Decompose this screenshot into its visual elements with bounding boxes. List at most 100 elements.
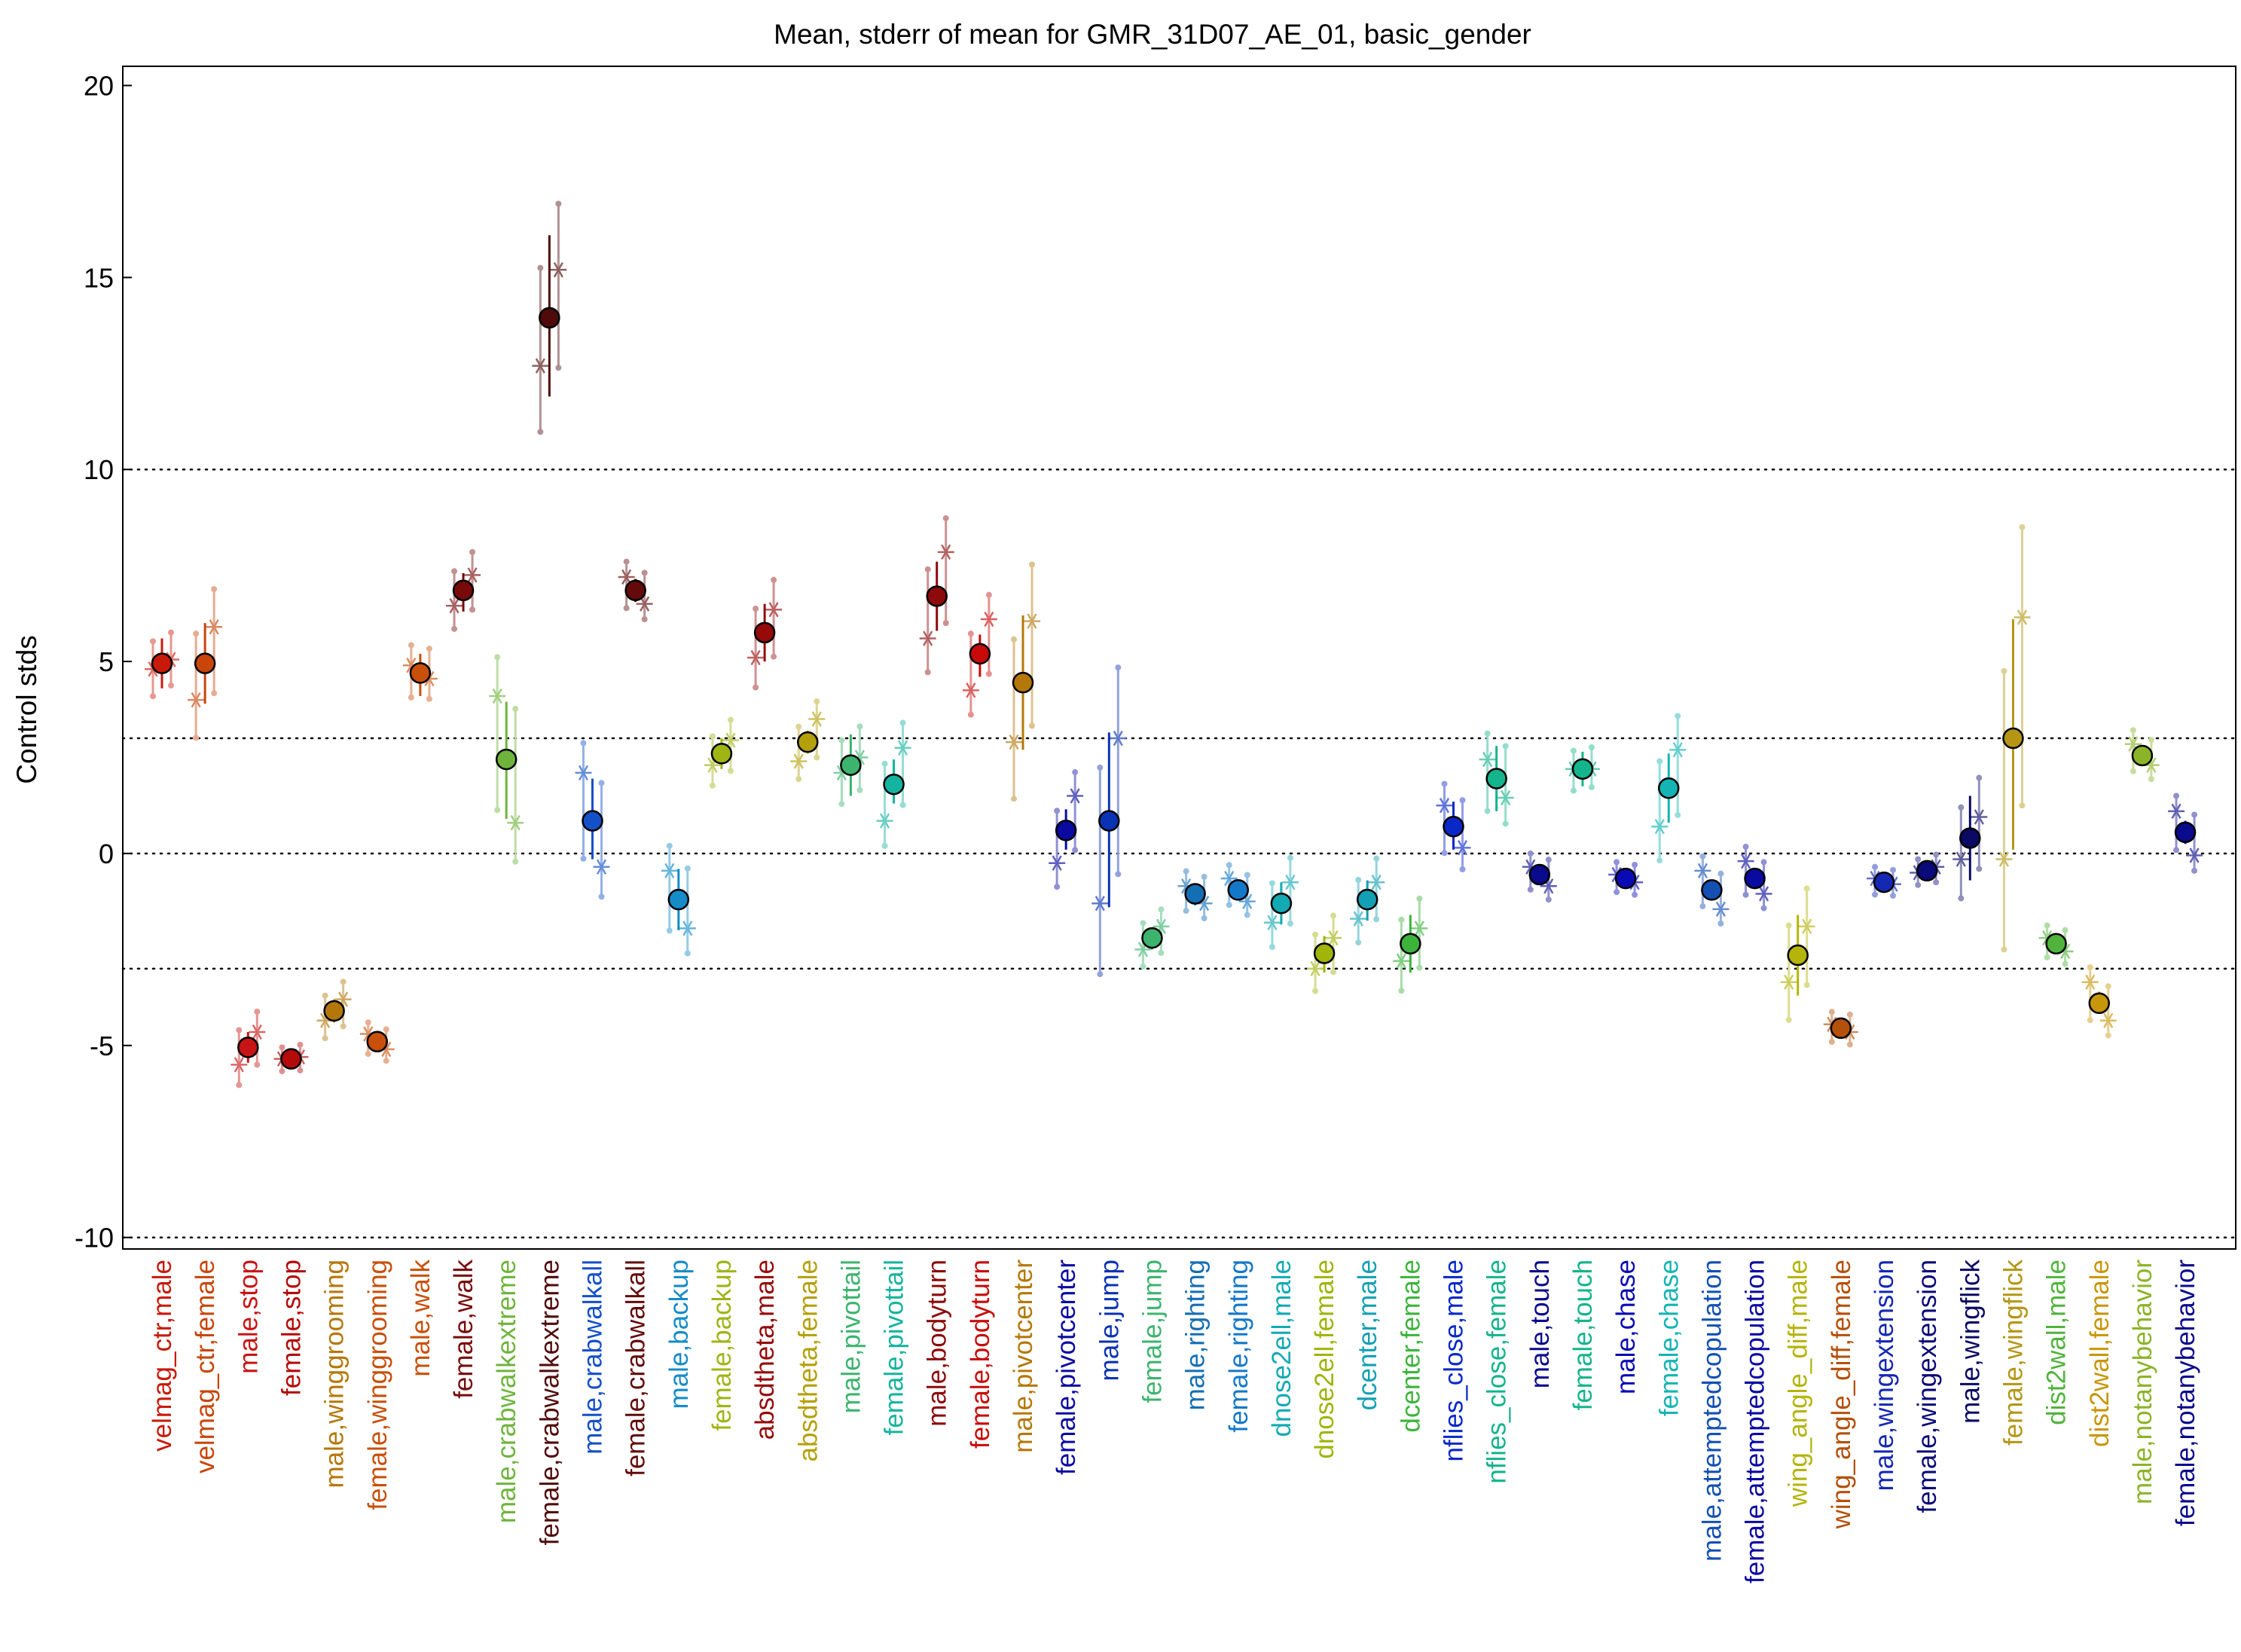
- experiment-spread-end: [150, 693, 156, 700]
- x-tick-label: female,crabwalkall: [621, 1260, 651, 1476]
- experiment-spread-end: [2062, 960, 2068, 967]
- experiment-spread-end: [2019, 524, 2026, 530]
- category-marks: [2038, 922, 2074, 967]
- x-tick-label: wing_angle_diff,male: [1784, 1260, 1813, 1507]
- experiment-marker-stroke: [1998, 851, 2010, 867]
- category-marks: [1177, 868, 1213, 921]
- experiment-marker-stroke: [1740, 853, 1751, 869]
- mean-marker: [1356, 888, 1378, 911]
- experiment-marker-stroke: [1396, 953, 1406, 969]
- experiment-spread-end: [365, 1019, 371, 1026]
- experiment-marker-stroke: [1310, 960, 1320, 977]
- experiment-spread-end: [512, 705, 519, 712]
- x-tick-label: male,attemptedcopulation: [1697, 1260, 1727, 1562]
- experiment-spread-end: [512, 858, 519, 865]
- x-tick-label: female,notanybehavior: [2171, 1260, 2200, 1526]
- x-tick-label: female,pivottail: [880, 1260, 909, 1435]
- experiment-marker-stroke: [2085, 974, 2096, 990]
- experiment-spread-end: [1287, 920, 1293, 927]
- experiment-spread-end: [814, 754, 820, 761]
- experiment-spread-end: [1785, 922, 1792, 929]
- experiment-marker-stroke: [191, 692, 201, 708]
- x-tick-label: female,crabwalkextreme: [535, 1260, 564, 1545]
- experiment-marker-stroke: [252, 1024, 262, 1040]
- x-tick-label: male,stop: [234, 1260, 263, 1374]
- experiment-spread-end: [2001, 667, 2007, 674]
- experiment-spread-end: [537, 429, 544, 435]
- x-tick-label: dcenter,male: [1353, 1260, 1382, 1410]
- experiment-spread-end: [279, 1067, 285, 1074]
- experiment-spread-end: [1330, 912, 1337, 919]
- x-tick-label: female,touch: [1568, 1260, 1598, 1410]
- experiment-spread-end: [1632, 891, 1638, 898]
- experiment-marker-stroke: [1956, 851, 1966, 867]
- x-tick-label: female,walk: [449, 1260, 478, 1399]
- experiment-spread-end: [1330, 969, 1337, 976]
- category-marks: [402, 642, 438, 702]
- y-tick-label: 10: [84, 454, 114, 485]
- y-tick-label: 5: [99, 646, 114, 677]
- category-marks: [231, 1008, 266, 1089]
- experiment-spread-end: [2044, 954, 2050, 960]
- experiment-spread-end: [1011, 795, 1017, 802]
- x-tick-label: male,notanybehavior: [2128, 1260, 2157, 1504]
- experiment-marker-stroke: [2146, 757, 2157, 773]
- x-tick-label: female,attemptedcopulation: [1741, 1260, 1770, 1583]
- mean-marker: [926, 585, 948, 607]
- data-marks: [145, 200, 2203, 1089]
- x-tick-label: male,winggrooming: [320, 1260, 350, 1488]
- experiment-spread-end: [1183, 868, 1189, 875]
- experiment-spread-end: [1269, 880, 1275, 887]
- mean-marker: [194, 652, 216, 674]
- experiment-marker-stroke: [1009, 734, 1019, 750]
- experiment-spread-end: [193, 734, 200, 741]
- experiment-spread-end: [451, 568, 458, 575]
- experiment-marker-stroke: [750, 649, 761, 666]
- experiment-spread-end: [924, 669, 931, 676]
- mean-marker: [1701, 879, 1723, 901]
- experiment-spread-end: [2044, 922, 2050, 929]
- experiment-marker-stroke: [510, 815, 521, 831]
- x-tick-label: dist2wall,female: [2085, 1260, 2114, 1447]
- experiment-spread-end: [1614, 859, 1620, 866]
- experiment-spread-end: [211, 586, 218, 593]
- category-marks: [618, 558, 653, 623]
- experiment-spread-end: [985, 591, 992, 598]
- category-marks: [876, 719, 911, 849]
- experiment-spread-end: [623, 605, 630, 612]
- mean-marker: [1098, 810, 1120, 832]
- category-marks: [2081, 963, 2117, 1039]
- category-marks: [1479, 730, 1514, 827]
- experiment-spread-end: [1803, 885, 1810, 892]
- experiment-spread-end: [1416, 895, 1423, 902]
- category-marks: [532, 200, 567, 435]
- experiment-marker-stroke: [553, 262, 563, 278]
- experiment-marker-stroke: [1784, 974, 1794, 990]
- experiment-spread-end: [856, 723, 863, 730]
- experiment-spread-end: [1717, 870, 1724, 877]
- experiment-spread-end: [408, 642, 414, 649]
- x-tick-label: male,chase: [1611, 1260, 1641, 1394]
- mean-marker: [1787, 944, 1809, 966]
- category-marks: [1995, 524, 2031, 953]
- experiment-spread-end: [1699, 903, 1706, 910]
- category-marks: [1565, 744, 1600, 794]
- x-tick-label: female,bodyturn: [966, 1260, 995, 1449]
- experiment-spread-end: [771, 653, 777, 660]
- experiment-marker-stroke: [2171, 803, 2181, 820]
- experiment-spread-end: [666, 927, 673, 934]
- experiment-spread-end: [537, 264, 544, 271]
- experiment-spread-end: [2173, 847, 2180, 853]
- x-tick-label: absdtheta,male: [750, 1260, 780, 1440]
- experiment-spread-end: [1527, 850, 1534, 857]
- experiment-spread-end: [1717, 920, 1724, 927]
- y-axis-ticks: -10 -5 0 5 10 15 20: [75, 70, 132, 1254]
- experiment-spread-end: [1072, 847, 1079, 853]
- experiment-spread-end: [795, 723, 802, 730]
- experiment-marker-stroke: [984, 611, 994, 628]
- category-marks: [1049, 769, 1084, 890]
- experiment-spread-end: [1244, 912, 1250, 918]
- category-marks: [1263, 854, 1299, 951]
